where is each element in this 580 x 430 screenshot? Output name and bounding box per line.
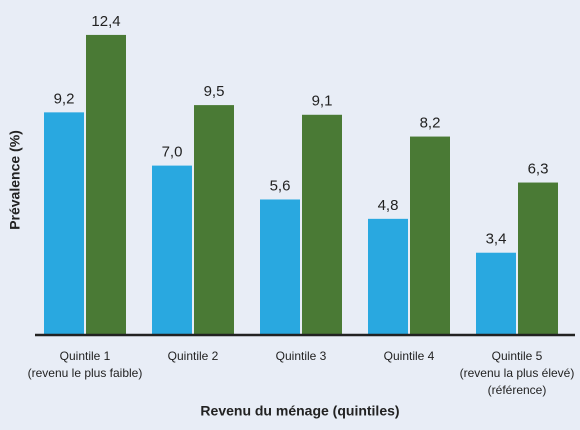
x-tick-label: (revenu le plus faible) bbox=[28, 366, 143, 380]
bar bbox=[152, 165, 192, 335]
value-label: 12,4 bbox=[91, 13, 120, 30]
x-tick-label: Quintile 4 bbox=[384, 349, 435, 363]
bar bbox=[368, 218, 408, 335]
bar bbox=[476, 252, 516, 335]
value-label: 7,0 bbox=[162, 144, 183, 161]
value-label: 3,4 bbox=[486, 231, 507, 248]
bar bbox=[302, 114, 342, 335]
bar bbox=[410, 136, 450, 335]
bar bbox=[86, 34, 126, 336]
value-label: 5,6 bbox=[270, 177, 291, 194]
x-tick-label: (revenu la plus élevé) bbox=[460, 366, 575, 380]
x-tick-label: Quintile 1 bbox=[60, 349, 111, 363]
value-label: 9,2 bbox=[54, 90, 75, 107]
value-label: 9,1 bbox=[312, 93, 333, 110]
bar bbox=[518, 182, 558, 335]
x-axis-label: Revenu du ménage (quintiles) bbox=[200, 403, 399, 419]
x-tick-label: (référence) bbox=[488, 383, 547, 397]
x-tick-label: Quintile 5 bbox=[492, 349, 543, 363]
value-label: 9,5 bbox=[204, 83, 225, 100]
y-axis-label: Prévalence (%) bbox=[7, 130, 23, 230]
bar bbox=[194, 105, 234, 335]
value-label: 6,3 bbox=[528, 161, 549, 178]
x-tick-label: Quintile 2 bbox=[168, 349, 219, 363]
bar bbox=[260, 199, 300, 335]
x-tick-label: Quintile 3 bbox=[276, 349, 327, 363]
value-label: 8,2 bbox=[420, 115, 441, 132]
value-label: 4,8 bbox=[378, 197, 399, 214]
bar bbox=[44, 112, 84, 335]
